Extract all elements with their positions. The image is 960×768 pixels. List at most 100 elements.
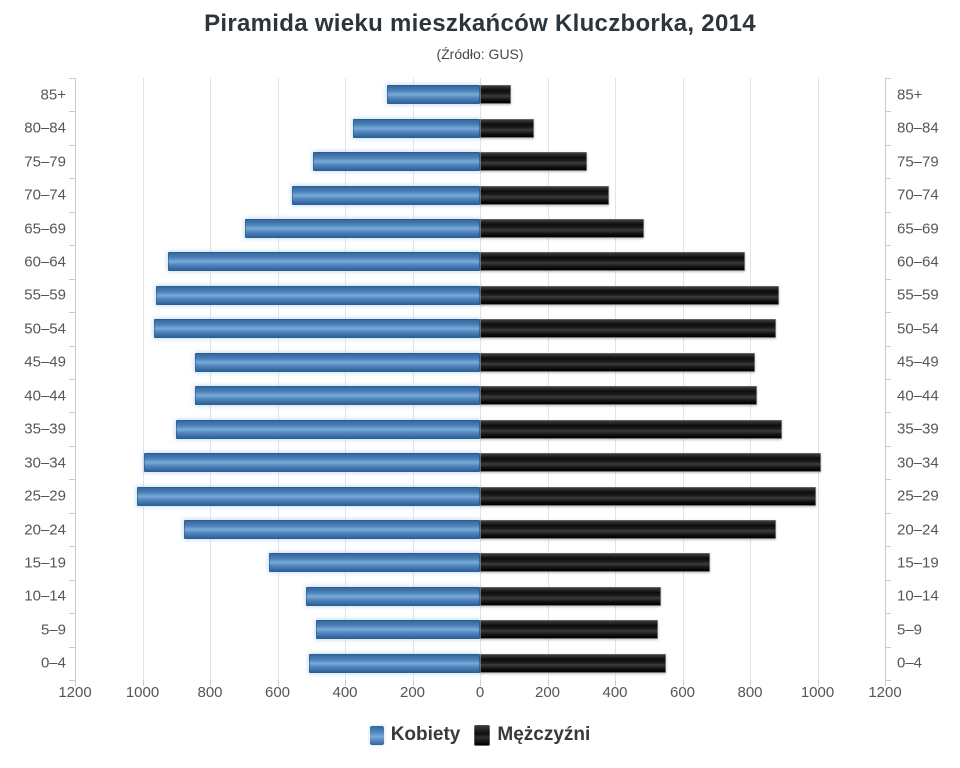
x-axis-tick: [277, 680, 279, 686]
x-axis-tick: [750, 680, 751, 686]
age-group-label-right: 60–64: [897, 253, 939, 271]
bar-kobiety-10–14: [305, 586, 480, 606]
kobiety-legend-label: Kobiety: [390, 724, 461, 745]
x-axis-tick: [75, 680, 76, 686]
x-axis-tick: [885, 680, 886, 686]
left-axis-tick: [69, 211, 75, 213]
bar-kobiety-25–29: [137, 486, 480, 506]
right-axis-tick: [885, 78, 891, 79]
x-axis-tick: [682, 680, 684, 686]
age-group-label-left: 45–49: [24, 353, 66, 371]
age-group-label-right: 45–49: [897, 353, 939, 371]
x-axis-tick-label: 1000: [800, 684, 835, 701]
bar-kobiety-15–19: [268, 553, 480, 573]
bar-kobiety-5–9: [316, 620, 480, 640]
left-axis-tick: [69, 178, 75, 180]
age-group-label-right: 5–9: [897, 621, 923, 639]
mezczyzni-legend-label: Mężczyźni: [497, 724, 591, 745]
age-group-label-right: 25–29: [897, 487, 939, 505]
bar-mezczyzni-40–44: [480, 386, 758, 406]
bar-mezczyzni-60–64: [480, 252, 746, 272]
age-group-label-left: 65–69: [24, 220, 66, 237]
bar-kobiety-60–64: [167, 252, 480, 272]
bar-mezczyzni-65–69: [480, 219, 644, 238]
plot-area: [75, 78, 886, 680]
gridline: [277, 78, 279, 680]
gridline: [142, 78, 144, 680]
x-axis-tick-label: 0: [475, 684, 485, 701]
right-axis-tick: [885, 646, 891, 648]
left-axis-tick: [69, 78, 75, 79]
chart-title: Piramida wieku mieszkańców Kluczborka, 2…: [204, 10, 756, 37]
left-axis-tick: [69, 680, 75, 681]
bar-kobiety-75–79: [312, 152, 480, 172]
left-axis-tick: [69, 312, 75, 314]
x-axis-tick-label: 600: [264, 684, 291, 701]
right-axis-tick: [885, 579, 891, 581]
gridline: [682, 78, 684, 680]
legend-item-kobiety: Kobiety: [369, 724, 461, 746]
right-axis-tick: [885, 445, 891, 447]
left-axis-tick: [69, 613, 75, 615]
x-axis-tick: [615, 680, 616, 686]
age-group-label-left: 15–19: [24, 554, 66, 572]
right-axis-tick: [885, 211, 891, 213]
right-axis-tick: [885, 546, 891, 548]
age-group-label-left: 30–34: [24, 454, 66, 472]
bar-mezczyzni-55–59: [480, 285, 779, 305]
bar-mezczyzni-15–19: [480, 553, 710, 573]
right-axis-tick: [885, 278, 891, 280]
bar-kobiety-0–4: [309, 653, 480, 673]
left-axis-tick: [69, 512, 75, 514]
left-axis-tick: [69, 345, 75, 347]
age-group-label-left: 10–14: [24, 587, 66, 605]
age-group-label-left: 80–84: [24, 119, 66, 137]
age-group-label-right: 80–84: [897, 119, 939, 137]
x-axis-tick-label: 1200: [868, 684, 902, 701]
mezczyzni-swatch-icon: [474, 724, 491, 746]
age-group-label-left: 70–74: [24, 186, 66, 204]
x-axis-tick-label: 1200: [58, 684, 92, 701]
age-group-label-right: 10–14: [897, 587, 939, 605]
age-group-label-right: 0–4: [897, 654, 923, 672]
bar-mezczyzni-20–24: [480, 520, 776, 539]
right-axis-tick: [885, 379, 891, 380]
kobiety-swatch-icon: [369, 725, 384, 745]
x-axis-tick-label: 200: [534, 684, 561, 701]
age-group-label-right: 65–69: [897, 220, 939, 237]
gridline: [750, 78, 751, 680]
bar-mezczyzni-5–9: [480, 620, 658, 640]
age-group-label-left: 5–9: [40, 621, 66, 639]
x-axis-tick-label: 400: [332, 684, 358, 701]
age-group-label-left: 20–24: [24, 521, 66, 538]
left-axis-tick: [69, 579, 75, 581]
age-group-label-left: 0–4: [40, 654, 66, 672]
right-axis-tick: [885, 245, 891, 247]
x-axis-tick-label: 800: [197, 684, 223, 701]
gridline: [615, 78, 616, 680]
left-axis-tick: [69, 546, 75, 548]
bar-kobiety-45–49: [194, 352, 480, 372]
bar-kobiety-80–84: [353, 118, 480, 138]
left-axis-tick: [69, 445, 75, 447]
bar-mezczyzni-0–4: [480, 653, 666, 673]
legend: Kobiety Mężczyźni: [0, 720, 960, 750]
bar-mezczyzni-30–34: [480, 453, 822, 473]
x-axis-tick: [142, 680, 144, 686]
gridline: [412, 78, 414, 680]
left-axis-tick: [69, 646, 75, 648]
bar-mezczyzni-75–79: [480, 152, 587, 172]
x-axis-tick: [210, 680, 211, 686]
left-axis-tick: [69, 111, 75, 113]
left-axis-tick: [69, 245, 75, 247]
gridline: [75, 78, 76, 680]
chart-subtitle: (Źródło: GUS): [436, 46, 524, 62]
right-axis-tick: [885, 111, 891, 113]
bar-kobiety-20–24: [184, 520, 480, 539]
right-axis-tick: [885, 178, 891, 180]
legend-item-mezczyzni: Mężczyźni: [474, 724, 590, 746]
x-axis-tick-label: 200: [399, 684, 426, 701]
bar-mezczyzni-85+: [480, 85, 511, 105]
bar-kobiety-35–39: [175, 419, 480, 439]
